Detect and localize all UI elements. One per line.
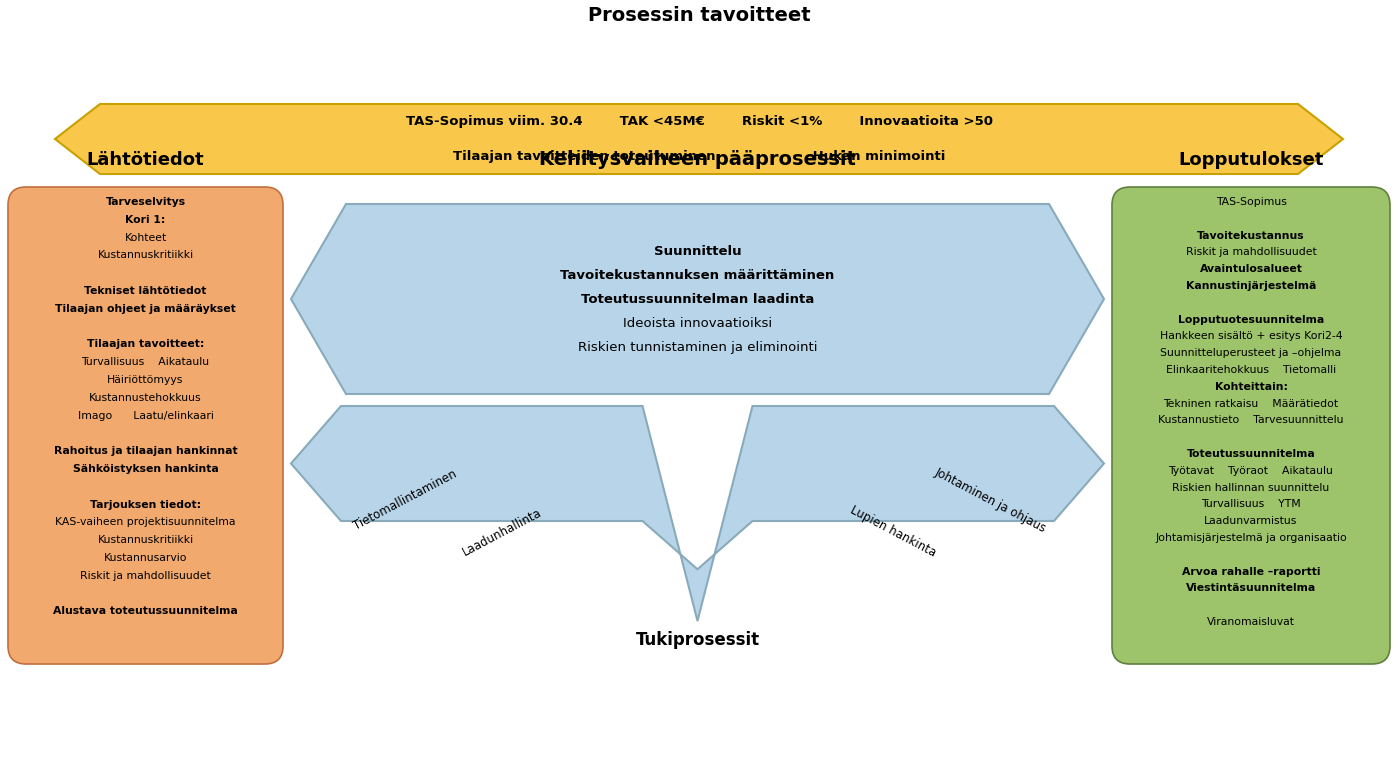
Text: Tilaajan ohjeet ja määräykset: Tilaajan ohjeet ja määräykset bbox=[55, 304, 236, 314]
Text: Kannustinjärjestelmä: Kannustinjärjestelmä bbox=[1186, 281, 1316, 291]
Polygon shape bbox=[291, 204, 1104, 394]
FancyBboxPatch shape bbox=[1111, 187, 1390, 664]
Text: Kori 1:: Kori 1: bbox=[126, 215, 166, 225]
Text: Tekninen ratkaisu    Määrätiedot: Tekninen ratkaisu Määrätiedot bbox=[1163, 398, 1338, 408]
Text: Riskit ja mahdollisuudet: Riskit ja mahdollisuudet bbox=[80, 571, 211, 581]
Text: Laadunhallinta: Laadunhallinta bbox=[460, 506, 544, 558]
Text: TAS-Sopimus: TAS-Sopimus bbox=[1216, 197, 1286, 207]
Text: Riskit ja mahdollisuudet: Riskit ja mahdollisuudet bbox=[1186, 248, 1317, 257]
Text: Häiriöttömyys: Häiriöttömyys bbox=[108, 375, 183, 385]
Text: Tarveselvitys: Tarveselvitys bbox=[105, 197, 186, 207]
Text: Tilaajan tavoitteet:: Tilaajan tavoitteet: bbox=[87, 339, 204, 350]
Polygon shape bbox=[291, 406, 1104, 621]
Text: Suunnitteluperusteet ja –ohjelma: Suunnitteluperusteet ja –ohjelma bbox=[1160, 348, 1342, 358]
Text: Elinkaaritehokkuus    Tietomalli: Elinkaaritehokkuus Tietomalli bbox=[1166, 365, 1336, 375]
Text: Kustannustieto    Tarvesuunnittelu: Kustannustieto Tarvesuunnittelu bbox=[1159, 416, 1343, 426]
Text: TAS-Sopimus viim. 30.4        TAK <45M€        Riskit <1%        Innovaatioita >: TAS-Sopimus viim. 30.4 TAK <45M€ Riskit … bbox=[405, 115, 993, 128]
Text: Turvallisuus    YTM: Turvallisuus YTM bbox=[1201, 499, 1302, 510]
Text: Suunnittelu: Suunnittelu bbox=[654, 245, 741, 257]
Text: Työtavat    Työraot    Aikataulu: Työtavat Työraot Aikataulu bbox=[1169, 466, 1334, 476]
Text: KAS-vaiheen projektisuunnitelma: KAS-vaiheen projektisuunnitelma bbox=[56, 517, 236, 528]
Text: Hankkeen sisältö + esitys Kori2-4: Hankkeen sisältö + esitys Kori2-4 bbox=[1160, 332, 1342, 341]
Text: Toteutussuunnitelman laadinta: Toteutussuunnitelman laadinta bbox=[582, 292, 814, 306]
Text: Tukiprosessit: Tukiprosessit bbox=[636, 631, 759, 649]
Text: Tarjouksen tiedot:: Tarjouksen tiedot: bbox=[89, 499, 201, 510]
Text: Imago      Laatu/elinkaari: Imago Laatu/elinkaari bbox=[77, 411, 214, 420]
Text: Kustannustehokkuus: Kustannustehokkuus bbox=[89, 393, 201, 403]
Text: Tilaajan tavoitteiden toteutuminen                     Hukan minimointi: Tilaajan tavoitteiden toteutuminen Hukan… bbox=[453, 150, 945, 163]
Text: Kehitysvaiheen pääprosessit: Kehitysvaiheen pääprosessit bbox=[540, 150, 856, 169]
Text: Alustava toteutussuunnitelma: Alustava toteutussuunnitelma bbox=[53, 606, 238, 616]
Polygon shape bbox=[55, 104, 1343, 174]
FancyBboxPatch shape bbox=[8, 187, 282, 664]
Text: Laadunvarmistus: Laadunvarmistus bbox=[1204, 516, 1297, 526]
Text: Prosessin tavoitteet: Prosessin tavoitteet bbox=[587, 6, 811, 25]
Text: Tavoitekustannus: Tavoitekustannus bbox=[1197, 230, 1304, 241]
Text: Viestintäsuunnitelma: Viestintäsuunnitelma bbox=[1186, 583, 1316, 593]
Text: Viranomaisluvat: Viranomaisluvat bbox=[1206, 617, 1295, 627]
Text: Lupien hankinta: Lupien hankinta bbox=[847, 504, 938, 560]
Text: Johtaminen ja ohjaus: Johtaminen ja ohjaus bbox=[932, 466, 1048, 535]
Text: Tietomallintaminen: Tietomallintaminen bbox=[351, 468, 459, 533]
Text: Kohteet: Kohteet bbox=[124, 233, 166, 242]
Text: Tavoitekustannuksen määrittäminen: Tavoitekustannuksen määrittäminen bbox=[561, 268, 835, 281]
Text: Turvallisuus    Aikataulu: Turvallisuus Aikataulu bbox=[81, 358, 210, 367]
Text: Toteutussuunnitelma: Toteutussuunnitelma bbox=[1187, 449, 1316, 459]
Text: Kustannusarvio: Kustannusarvio bbox=[103, 553, 187, 563]
Text: Avaintulosalueet: Avaintulosalueet bbox=[1199, 264, 1303, 274]
Text: Riskien hallinnan suunnittelu: Riskien hallinnan suunnittelu bbox=[1173, 483, 1329, 492]
Text: Rahoitus ja tilaajan hankinnat: Rahoitus ja tilaajan hankinnat bbox=[53, 446, 238, 456]
Text: Lopputulokset: Lopputulokset bbox=[1179, 151, 1324, 169]
Text: Sähköistyksen hankinta: Sähköistyksen hankinta bbox=[73, 464, 218, 474]
Text: Tekniset lähtötiedot: Tekniset lähtötiedot bbox=[84, 286, 207, 296]
Text: Kustannuskritiikki: Kustannuskritiikki bbox=[98, 535, 193, 545]
Text: Lopputuotesuunnitelma: Lopputuotesuunnitelma bbox=[1179, 314, 1324, 325]
Text: Kohteittain:: Kohteittain: bbox=[1215, 382, 1288, 392]
Text: Johtamisjärjestelmä ja organisaatio: Johtamisjärjestelmä ja organisaatio bbox=[1155, 533, 1346, 543]
Text: Lähtötiedot: Lähtötiedot bbox=[87, 151, 204, 169]
Text: Riskien tunnistaminen ja eliminointi: Riskien tunnistaminen ja eliminointi bbox=[577, 340, 818, 354]
Text: Arvoa rahalle –raportti: Arvoa rahalle –raportti bbox=[1181, 567, 1320, 576]
Text: Ideoista innovaatioiksi: Ideoista innovaatioiksi bbox=[624, 317, 772, 329]
Text: Kustannuskritiikki: Kustannuskritiikki bbox=[98, 250, 193, 260]
